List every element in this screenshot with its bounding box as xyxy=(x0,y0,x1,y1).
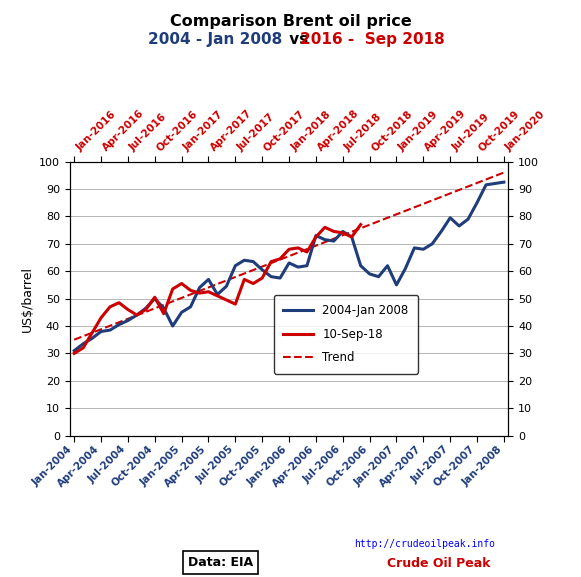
Text: Comparison Brent oil price: Comparison Brent oil price xyxy=(170,14,411,29)
Text: vs: vs xyxy=(284,32,313,47)
Text: 2016 -  Sep 2018: 2016 - Sep 2018 xyxy=(300,32,445,47)
Text: Data: EIA: Data: EIA xyxy=(188,556,253,569)
Legend: 2004-Jan 2008, 10-Sep-18, Trend: 2004-Jan 2008, 10-Sep-18, Trend xyxy=(274,295,418,374)
Text: http://crudeoilpeak.info: http://crudeoilpeak.info xyxy=(354,539,494,549)
Y-axis label: US$/barrel: US$/barrel xyxy=(20,265,34,332)
Text: Crude Oil Peak: Crude Oil Peak xyxy=(387,557,490,570)
Text: 2004 - Jan 2008: 2004 - Jan 2008 xyxy=(148,32,282,47)
